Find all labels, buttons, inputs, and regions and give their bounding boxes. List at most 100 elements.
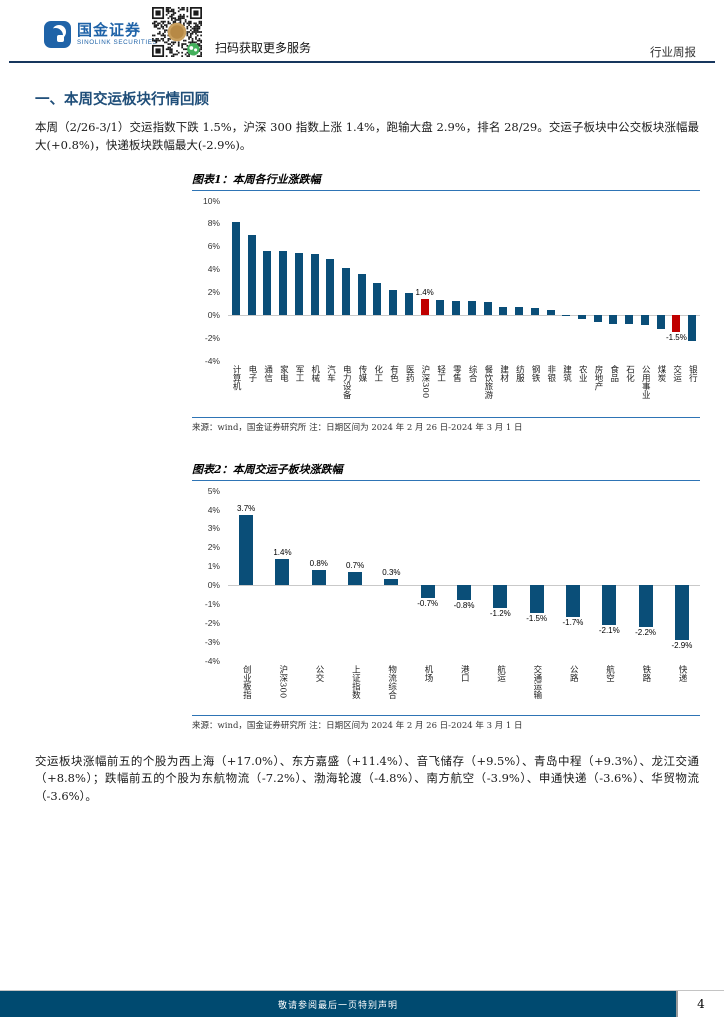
x-axis-labels: 创业板指 沪深300 公交 上证指数 物流综合 机场 港口 航运 交通运输 公路 航空 铁路 快递 (228, 665, 700, 713)
bar-餐饮旅游 (483, 302, 492, 315)
y-tick-label: 4% (207, 504, 220, 515)
x-category-label: 建筑 (561, 364, 572, 382)
figure-2-title-rule (192, 479, 700, 481)
figure-2-title: 图表2：本周交运子板块涨跌幅 (192, 462, 343, 476)
bar-column (574, 201, 590, 361)
data-label: -2.2% (635, 627, 657, 637)
x-category-label: 铁路 (640, 664, 651, 682)
data-label: -1.5% (665, 333, 687, 343)
x-category-label: 建材 (498, 364, 509, 382)
x-category-label: 化工 (372, 364, 383, 382)
bar-column (543, 201, 559, 361)
bar-非银 (546, 310, 555, 315)
y-tick-label: -3% (204, 636, 220, 647)
bar-建筑 (562, 314, 571, 317)
bar-column (527, 201, 543, 361)
qr-code-icon (152, 7, 202, 57)
bar-column: 0.8% (301, 491, 337, 661)
bar-公交 (311, 569, 326, 586)
bar-物流综合 (384, 579, 399, 586)
y-axis: 5% 4% 3% 2% 1% 0% -1% -2% -3% -4% (192, 486, 222, 666)
x-category-label: 银行 (687, 364, 698, 382)
figure-1-title: 图表1：本周各行业涨跌幅 (192, 172, 321, 186)
data-label: -1.2% (489, 608, 511, 618)
bar-铁路 (638, 585, 653, 627)
plot-area: 1.4% -1.5% (228, 201, 700, 361)
bar-column (495, 201, 511, 361)
y-tick-label: 8% (207, 218, 220, 229)
bar-column: 0.3% (373, 491, 409, 661)
bar-电子 (247, 234, 256, 315)
figure-2: 图表2：本周交运子板块涨跌幅 5% 4% 3% 2% 1% 0% -1% -2% -3% -4% … (192, 461, 700, 731)
bar-column (338, 201, 354, 361)
sinolink-logo-icon (44, 21, 71, 48)
y-tick-label: 3% (207, 523, 220, 534)
bar-column (354, 201, 370, 361)
bar-column (590, 201, 606, 361)
data-label: -2.9% (671, 640, 693, 650)
bar-column: 1.4% (415, 201, 434, 361)
x-category-label: 机械 (309, 364, 320, 382)
bar-石化 (625, 314, 634, 325)
x-category-label: 汽车 (325, 364, 336, 382)
bar-column (244, 201, 260, 361)
x-category-label: 零售 (451, 364, 462, 382)
x-category-label: 交运 (671, 364, 682, 382)
x-category-label: 非银 (545, 364, 556, 382)
brand-text: 国金证券 SINOLINK SECURITIES (77, 21, 157, 46)
bar-航运 (493, 585, 508, 608)
x-category-label: 航运 (495, 664, 506, 682)
x-category-label: 计算机 (231, 364, 242, 391)
bar-上证指数 (348, 571, 363, 586)
bar-航空 (602, 585, 617, 625)
data-label: 1.4% (415, 287, 434, 297)
bar-交通运输 (529, 585, 544, 614)
bar-公用事业 (640, 314, 649, 326)
x-category-label: 房地产 (593, 364, 603, 391)
x-category-label: 有色 (388, 364, 399, 382)
x-category-label: 钢铁 (530, 364, 541, 382)
bar-煤炭 (656, 314, 665, 329)
bar-家电 (279, 250, 288, 315)
bar-军工 (294, 253, 303, 315)
bar-column (370, 201, 386, 361)
x-category-label: 电力设备 (341, 364, 352, 399)
bar-综合 (467, 301, 476, 315)
x-category-label: 公路 (568, 664, 579, 682)
figure-1-bottom-rule (192, 416, 700, 418)
data-label: -1.5% (526, 614, 548, 624)
bar-column (259, 201, 275, 361)
bar-column (275, 201, 291, 361)
bar-column (621, 201, 637, 361)
bar-钢铁 (530, 308, 539, 315)
x-category-label: 医药 (404, 364, 415, 382)
bar-沪深300 (275, 558, 290, 586)
y-tick-label: 2% (207, 542, 220, 553)
summary-paragraph: 本周（2/26-3/1）交运指数下跌 1.5%，沪深 300 指数上涨 1.4%… (35, 120, 699, 152)
stocks-paragraph: 交运板块涨幅前五的个股为西上海（+17.0%）、东方嘉盛（+11.4%）、音飞储… (35, 753, 699, 804)
bar-通信 (263, 250, 272, 315)
bar-column: -1.5% (519, 491, 555, 661)
bar-column (653, 201, 669, 361)
data-label: 0.7% (345, 560, 365, 570)
x-axis-labels: 计算机 电子 通信 家电 军工 机械 汽车 电力设备 传媒 化工 有色 医药 沪深300 轻工 零售 综合 餐饮… (228, 365, 700, 415)
x-category-label: 机场 (422, 664, 433, 682)
bar-食品 (609, 314, 618, 325)
figure-1-title-rule (192, 189, 700, 191)
document-type-label: 行业周报 (650, 45, 696, 59)
x-category-label: 通信 (262, 364, 273, 382)
industry-change-bar-chart: 10% 8% 6% 4% 2% 0% -2% -4% 1.4% -1.5% 计算机 电子 通信 家电军… (192, 196, 700, 415)
data-label: 1.4% (273, 547, 292, 557)
x-category-label: 公用事业 (640, 364, 651, 399)
bar-column: -2.1% (591, 491, 627, 661)
bar-计算机 (231, 222, 240, 315)
brand-name: 国金证券 (77, 21, 142, 39)
zero-axis-line (228, 314, 700, 316)
section-heading: 一、本周交运板块行情回顾 (35, 92, 209, 108)
y-tick-label: -4% (204, 655, 220, 666)
bar-column (433, 201, 449, 361)
x-category-label: 石化 (624, 364, 635, 382)
bar-column: 3.7% (228, 491, 264, 661)
bar-银行 (688, 314, 697, 342)
